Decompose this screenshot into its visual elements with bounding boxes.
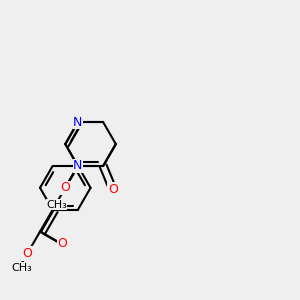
Text: O: O (108, 183, 118, 196)
Text: N: N (73, 116, 83, 129)
Text: O: O (60, 181, 70, 194)
Text: O: O (57, 237, 67, 250)
Text: CH₃: CH₃ (12, 263, 32, 273)
Text: CH₃: CH₃ (46, 200, 67, 210)
Text: O: O (22, 247, 32, 260)
Text: N: N (73, 159, 83, 172)
